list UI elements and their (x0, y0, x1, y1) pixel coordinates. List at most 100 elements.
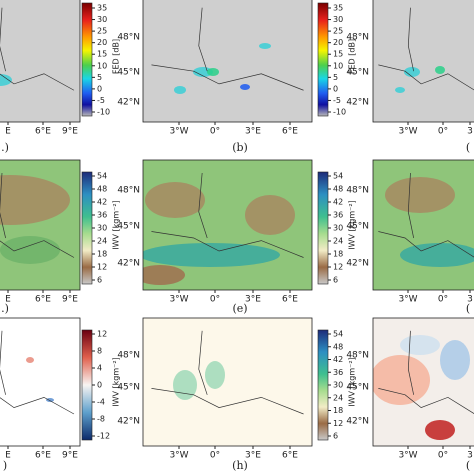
coastline (151, 7, 304, 91)
coastline (0, 7, 75, 91)
map-frame (142, 159, 313, 291)
colorbar-tick-label: 30 (333, 15, 343, 24)
map (143, 160, 312, 290)
colorbar-tick-label: 36 (333, 368, 343, 377)
y-tick-label: 48°N (346, 33, 369, 43)
colorbar-label: FED [dB] (348, 39, 357, 74)
map (143, 0, 312, 122)
map (0, 0, 80, 122)
panel-label: ) (3, 459, 7, 472)
x-tick-label: 3 (467, 451, 473, 461)
colorbar-tick-label: 25 (333, 27, 343, 36)
colorbar-tick-label: 35 (97, 4, 107, 13)
colorbar-label: IWV [kgm⁻²] (348, 200, 357, 249)
colorbar (317, 329, 329, 441)
map (143, 318, 312, 446)
colorbar-tick-label: 12 (97, 330, 107, 339)
x-tick-label: 3°E (245, 127, 261, 137)
colorbar-tick-label: 6 (333, 276, 338, 285)
colorbar-tick-label: 0 (333, 84, 338, 93)
x-tick-label: 6°E (282, 295, 298, 305)
field-blob (435, 66, 445, 74)
x-tick-label: 3°E (245, 295, 261, 305)
colorbar-tick-label: 0 (97, 381, 102, 390)
field-blob (404, 67, 420, 77)
colorbar-tick-label: 20 (333, 38, 343, 47)
field-blob (0, 175, 70, 225)
x-tick-label: 0° (210, 127, 220, 137)
map-bg (0, 0, 80, 122)
x-tick-label: 0° (210, 295, 220, 305)
map-frame (372, 159, 474, 291)
colorbar-tick-label: 18 (333, 406, 343, 415)
coastline (151, 330, 304, 415)
y-tick-label: 42°N (117, 417, 140, 427)
y-tick-label: 42°N (117, 98, 140, 108)
y-tick-label: 45°N (117, 383, 140, 393)
colorbar-tick-label: 18 (97, 250, 107, 259)
colorbar-tick-label: 54 (333, 172, 343, 181)
colorbar-tick-label: 35 (333, 4, 343, 13)
field-blob (205, 361, 225, 389)
x-tick-label: 6°E (35, 451, 51, 461)
x-tick-label: 3°W (398, 451, 417, 461)
map-frame (142, 0, 313, 123)
map-frame (0, 317, 81, 447)
field-blob (145, 182, 205, 218)
colorbar (81, 329, 93, 441)
colorbar-tick-label: 15 (97, 50, 107, 59)
colorbar-tick-label: 12 (97, 263, 107, 272)
y-tick-label: 42°N (117, 259, 140, 269)
colorbar-tick-label: 10 (333, 61, 343, 70)
panel-label: (h) (232, 459, 248, 472)
x-tick-label: 6°E (35, 295, 51, 305)
panel-label: .) (1, 302, 9, 315)
field-blob (240, 84, 250, 90)
colorbar-tick-label: 12 (333, 419, 343, 428)
x-tick-label: 3 (467, 295, 473, 305)
map-frame (372, 317, 474, 447)
x-tick-label: 3°E (245, 451, 261, 461)
field-blob (174, 86, 186, 94)
colorbar-label: FED [dB] (112, 39, 121, 74)
colorbar-tick-label: -12 (97, 432, 110, 441)
field-blob (193, 67, 213, 77)
colorbar-tick-label: 54 (97, 172, 107, 181)
colorbar-tick-label: 25 (97, 27, 107, 36)
x-tick-label: E (5, 127, 11, 137)
x-tick-label: 6°E (35, 127, 51, 137)
colorbar (81, 171, 93, 285)
panel-label: ( (466, 141, 470, 154)
x-tick-label: 9°E (62, 127, 78, 137)
map-frame (0, 0, 81, 123)
x-tick-label: 0° (438, 451, 448, 461)
field-blob (26, 357, 34, 363)
colorbar-tick-label: 12 (333, 263, 343, 272)
map (373, 160, 474, 290)
x-tick-label: 9°E (62, 295, 78, 305)
colorbar-tick-label: -4 (97, 398, 105, 407)
colorbar-tick-label: 8 (97, 347, 102, 356)
x-tick-label: 0° (438, 295, 448, 305)
map-frame (372, 0, 474, 123)
colorbar-label: IWV [kgm⁻²] (112, 200, 121, 249)
y-tick-label: 42°N (346, 259, 369, 269)
panel-label: (b) (232, 141, 248, 154)
colorbar-label: IWV [kgm⁻²] (112, 357, 121, 406)
panel-label: .) (1, 141, 9, 154)
y-tick-label: 42°N (346, 98, 369, 108)
colorbar-tick-label: 42 (333, 198, 343, 207)
x-tick-label: 3°W (169, 295, 188, 305)
x-tick-label: 3°W (398, 295, 417, 305)
colorbar-tick-label: 42 (97, 198, 107, 207)
map-bg (0, 318, 80, 446)
x-tick-label: E (5, 451, 11, 461)
colorbar (317, 171, 329, 285)
field-blob (425, 420, 455, 440)
coastline (378, 330, 474, 415)
colorbar-tick-label: -5 (97, 96, 105, 105)
map-bg (373, 0, 474, 122)
colorbar-tick-label: 5 (97, 73, 102, 82)
x-tick-label: 6°E (282, 451, 298, 461)
x-tick-label: 3°W (169, 451, 188, 461)
